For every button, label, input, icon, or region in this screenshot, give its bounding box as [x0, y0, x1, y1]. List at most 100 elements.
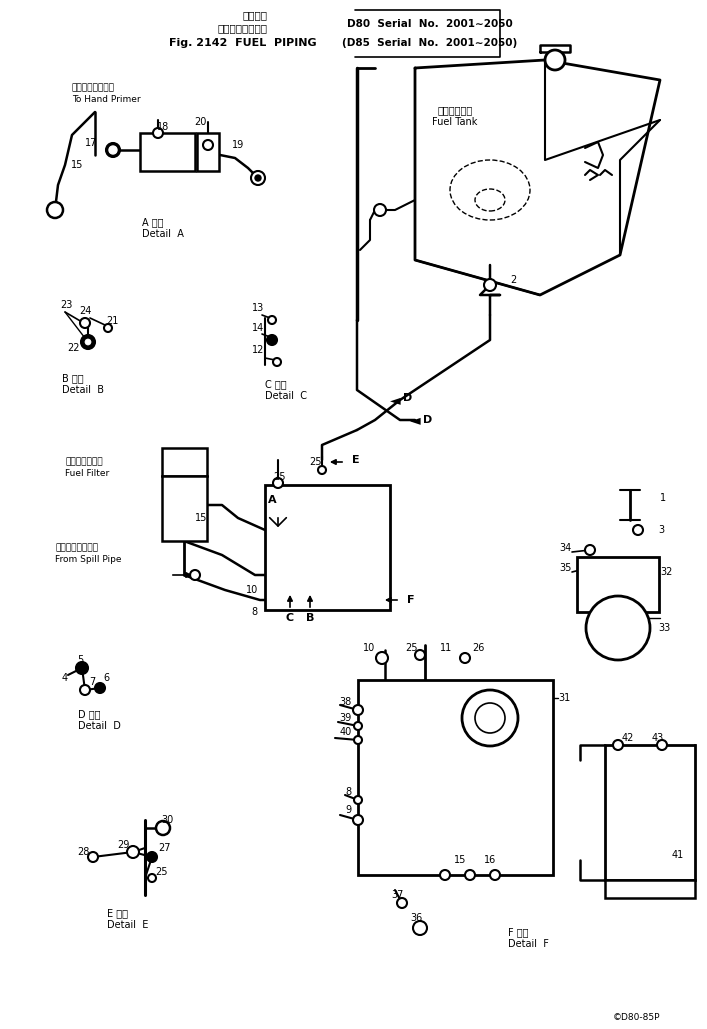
- Circle shape: [545, 50, 565, 70]
- Text: 3: 3: [658, 525, 664, 535]
- Text: Detail  D: Detail D: [78, 721, 121, 731]
- Bar: [577, 557, 659, 612]
- Text: 8: 8: [346, 787, 352, 797]
- Ellipse shape: [450, 159, 530, 220]
- Text: 10: 10: [246, 586, 258, 595]
- Circle shape: [354, 736, 362, 744]
- Text: 30: 30: [161, 815, 173, 825]
- Bar: [358, 680, 553, 875]
- Text: D 詳細: D 詳細: [78, 709, 100, 719]
- Text: To Hand Primer: To Hand Primer: [72, 95, 141, 104]
- Text: (D85  Serial  No.  2001∼2050): (D85 Serial No. 2001∼2050): [342, 38, 518, 48]
- Circle shape: [153, 128, 163, 138]
- Circle shape: [190, 570, 200, 580]
- Text: C: C: [286, 613, 294, 623]
- Text: 17: 17: [85, 138, 97, 148]
- Circle shape: [80, 318, 90, 328]
- Text: E: E: [352, 455, 360, 465]
- Text: 25: 25: [273, 472, 286, 482]
- Text: F: F: [407, 595, 414, 605]
- Circle shape: [353, 705, 363, 715]
- Text: ◄: ◄: [409, 413, 421, 427]
- Text: 38: 38: [340, 697, 352, 707]
- Text: フェルバイピング: フェルバイピング: [218, 23, 268, 33]
- Bar: [140, 133, 195, 171]
- Text: E 詳細: E 詳細: [107, 908, 128, 918]
- Circle shape: [95, 683, 105, 693]
- Text: 26: 26: [472, 643, 484, 653]
- Text: 39: 39: [340, 713, 352, 723]
- Circle shape: [613, 740, 623, 750]
- Circle shape: [47, 202, 63, 218]
- Circle shape: [586, 596, 650, 660]
- Text: 20: 20: [194, 117, 206, 127]
- Text: フェルタンク: フェルタンク: [438, 105, 472, 115]
- Text: Fuel Filter: Fuel Filter: [65, 469, 110, 478]
- Text: 5: 5: [77, 655, 83, 665]
- Circle shape: [583, 563, 593, 573]
- Text: Fuel Tank: Fuel Tank: [432, 117, 478, 127]
- Text: 15: 15: [195, 513, 207, 523]
- Circle shape: [148, 874, 156, 882]
- Circle shape: [267, 335, 277, 345]
- Text: 13: 13: [252, 303, 264, 313]
- Text: 9: 9: [346, 805, 352, 815]
- Text: 19: 19: [232, 140, 244, 150]
- Circle shape: [354, 722, 362, 730]
- Text: ©D80-85P: ©D80-85P: [612, 1014, 660, 1023]
- Text: B 詳細: B 詳細: [62, 372, 83, 383]
- Text: 29: 29: [117, 840, 130, 850]
- Circle shape: [354, 796, 362, 804]
- Circle shape: [106, 143, 120, 157]
- Circle shape: [81, 335, 95, 349]
- Circle shape: [374, 204, 386, 216]
- Text: 41: 41: [672, 850, 684, 860]
- Circle shape: [462, 690, 518, 746]
- Text: C 詳細: C 詳細: [265, 379, 286, 389]
- Circle shape: [255, 175, 261, 181]
- Text: Fig. 2142  FUEL  PIPING: Fig. 2142 FUEL PIPING: [169, 38, 317, 48]
- Text: フェルフィルタ: フェルフィルタ: [65, 458, 103, 466]
- Text: 33: 33: [658, 623, 670, 633]
- Circle shape: [268, 316, 276, 324]
- Circle shape: [104, 324, 112, 332]
- Text: ハンドプライマー: ハンドプライマー: [72, 83, 115, 93]
- Circle shape: [657, 740, 667, 750]
- Circle shape: [490, 870, 500, 880]
- Text: 43: 43: [652, 733, 664, 743]
- Circle shape: [353, 815, 363, 825]
- Circle shape: [251, 171, 265, 185]
- Circle shape: [633, 525, 643, 535]
- Bar: [162, 476, 207, 541]
- Circle shape: [460, 653, 470, 663]
- Text: 23: 23: [60, 300, 72, 310]
- Circle shape: [397, 898, 407, 908]
- Text: B: B: [306, 613, 314, 623]
- Text: 28: 28: [78, 847, 90, 857]
- Circle shape: [88, 852, 98, 862]
- Text: Detail  E: Detail E: [107, 920, 148, 930]
- Text: スピルパイプから: スピルパイプから: [55, 543, 98, 553]
- Text: 34: 34: [560, 543, 572, 553]
- Text: 32: 32: [660, 567, 672, 577]
- Circle shape: [440, 870, 450, 880]
- Ellipse shape: [475, 189, 505, 211]
- Text: 35: 35: [560, 563, 572, 573]
- Circle shape: [76, 662, 88, 674]
- Bar: [605, 880, 695, 898]
- Text: 22: 22: [66, 343, 79, 353]
- Text: D: D: [403, 393, 412, 403]
- Circle shape: [273, 358, 281, 366]
- Circle shape: [80, 685, 90, 695]
- Text: A 詳細: A 詳細: [142, 217, 163, 227]
- Text: Detail  F: Detail F: [508, 939, 549, 949]
- Circle shape: [147, 852, 157, 862]
- Text: 2: 2: [510, 275, 516, 285]
- Text: 15: 15: [71, 159, 83, 170]
- Text: 7: 7: [89, 677, 95, 687]
- Text: 25: 25: [406, 643, 419, 653]
- Circle shape: [413, 921, 427, 935]
- Text: 10: 10: [363, 643, 375, 653]
- Text: 21: 21: [106, 316, 118, 326]
- Text: 16: 16: [484, 855, 496, 865]
